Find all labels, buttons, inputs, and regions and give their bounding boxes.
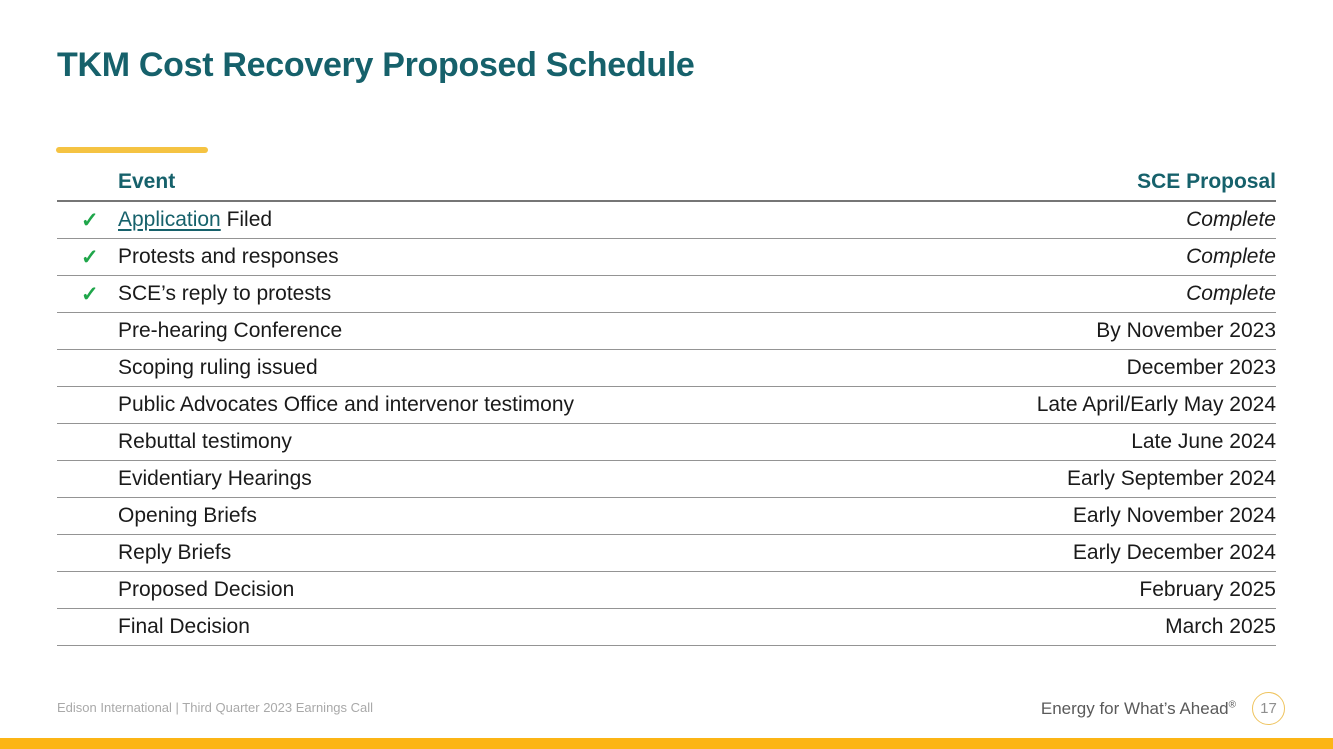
checkmark-icon: ✓ [81, 245, 99, 269]
page-number-badge: 17 [1252, 692, 1285, 725]
table-row: Rebuttal testimony Late June 2024 [57, 423, 1276, 461]
table-row: Opening Briefs Early November 2024 [57, 497, 1276, 535]
table-row: ✓ Application Filed Complete [57, 201, 1276, 239]
proposal-cell: Late April/Early May 2024 [877, 386, 1276, 424]
table-row: Pre-hearing Conference By November 2023 [57, 312, 1276, 350]
proposal-cell: December 2023 [877, 349, 1276, 387]
check-cell-empty [57, 349, 118, 387]
table-row: Reply Briefs Early December 2024 [57, 534, 1276, 572]
application-link[interactable]: Application [118, 208, 221, 231]
event-cell: Scoping ruling issued [118, 349, 878, 387]
table-row: ✓ SCE’s reply to protests Complete [57, 275, 1276, 313]
bottom-gold-bar [0, 738, 1333, 749]
table-row: ✓ Protests and responses Complete [57, 238, 1276, 276]
event-cell: Proposed Decision [118, 571, 878, 609]
event-cell: Reply Briefs [118, 534, 878, 572]
table-row: Scoping ruling issued December 2023 [57, 349, 1276, 387]
footer-right: Energy for What’s Ahead® 17 [1041, 692, 1285, 725]
tagline-text: Energy for What’s Ahead [1040, 698, 1229, 718]
check-cell: ✓ [57, 201, 118, 239]
table-header-row: Event SCE Proposal [57, 164, 1276, 202]
table-row: Evidentiary Hearings Early September 2024 [57, 460, 1276, 498]
event-cell: Opening Briefs [118, 497, 878, 535]
check-cell-empty [57, 423, 118, 461]
check-cell-empty [57, 534, 118, 572]
event-cell: Application Filed [118, 201, 878, 239]
proposal-cell: Complete [877, 201, 1276, 239]
checkmark-icon: ✓ [81, 208, 99, 232]
proposal-cell: Early December 2024 [877, 534, 1276, 572]
event-cell: SCE’s reply to protests [118, 275, 878, 313]
proposal-cell: Late June 2024 [877, 423, 1276, 461]
table-row: Final Decision March 2025 [57, 608, 1276, 646]
event-cell: Public Advocates Office and intervenor t… [118, 386, 878, 424]
check-cell-empty [57, 386, 118, 424]
proposal-cell: Early September 2024 [877, 460, 1276, 498]
proposal-cell: Complete [877, 238, 1276, 276]
page-title: TKM Cost Recovery Proposed Schedule [57, 46, 695, 84]
proposal-cell: February 2025 [877, 571, 1276, 609]
footer-attribution: Edison International | Third Quarter 202… [57, 700, 374, 715]
check-cell-empty [57, 312, 118, 350]
event-cell: Protests and responses [118, 238, 878, 276]
check-cell-empty [57, 497, 118, 535]
table-row: Public Advocates Office and intervenor t… [57, 386, 1276, 424]
checkmark-icon: ✓ [81, 282, 99, 306]
event-cell: Final Decision [118, 608, 878, 646]
check-cell: ✓ [57, 238, 118, 276]
registered-mark: ® [1228, 698, 1236, 710]
check-cell-empty [57, 571, 118, 609]
event-column-header: Event [118, 164, 878, 202]
check-cell: ✓ [57, 275, 118, 313]
proposal-cell: March 2025 [877, 608, 1276, 646]
schedule-table: Event SCE Proposal ✓ Application Filed Com… [57, 164, 1276, 646]
proposal-cell: By November 2023 [877, 312, 1276, 350]
check-column-header [57, 164, 118, 202]
table-row: Proposed Decision February 2025 [57, 571, 1276, 609]
proposal-cell: Complete [877, 275, 1276, 313]
brand-tagline: Energy for What’s Ahead® [1041, 699, 1236, 719]
check-cell-empty [57, 608, 118, 646]
gold-accent-line [56, 147, 208, 153]
event-cell: Evidentiary Hearings [118, 460, 878, 498]
event-cell: Rebuttal testimony [118, 423, 878, 461]
proposal-cell: Early November 2024 [877, 497, 1276, 535]
event-cell: Pre-hearing Conference [118, 312, 878, 350]
check-cell-empty [57, 460, 118, 498]
proposal-column-header: SCE Proposal [877, 164, 1276, 202]
